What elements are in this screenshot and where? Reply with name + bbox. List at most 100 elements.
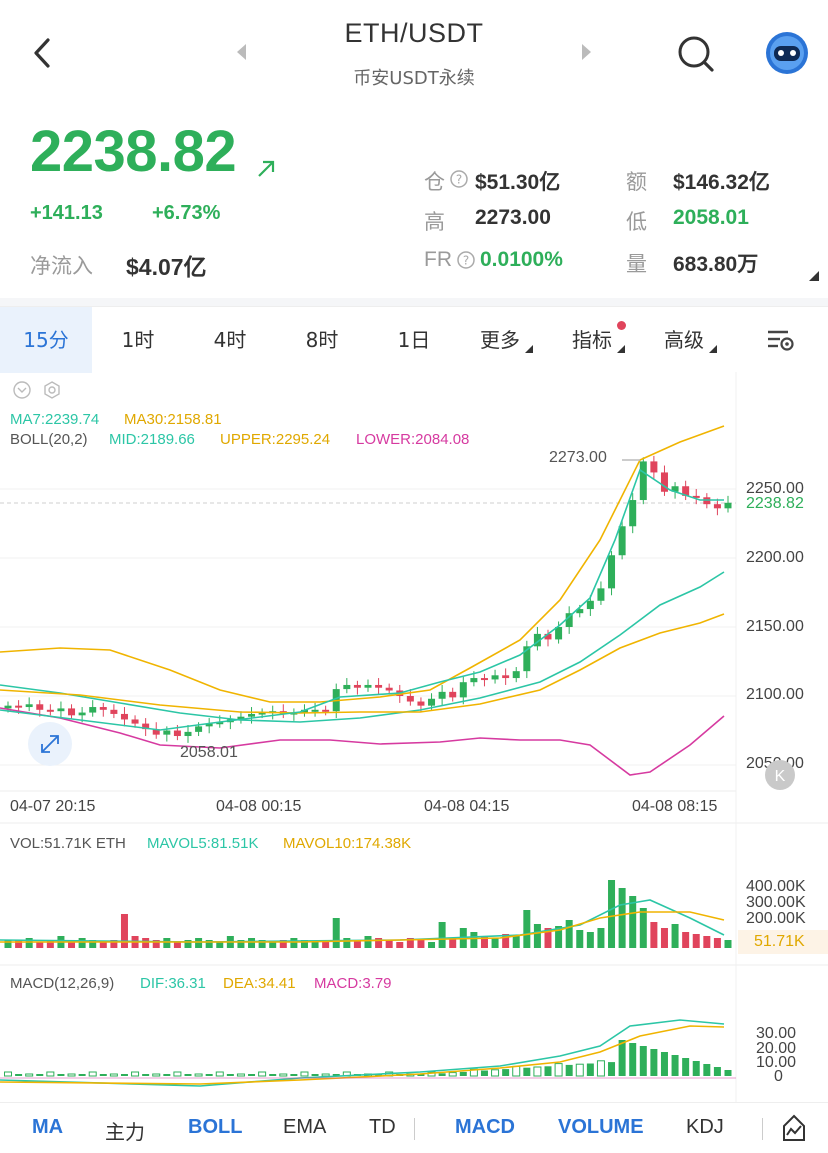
exchange-subtitle: 币安USDT永续 [353, 68, 475, 89]
bottom-tab-td[interactable]: TD [369, 1116, 396, 1138]
candle-body [46, 709, 54, 712]
macd-hist-bar [650, 1049, 658, 1076]
bottom-tab-kdj[interactable]: KDJ [686, 1116, 724, 1138]
vol-axis-label: 200.00K [746, 910, 806, 927]
funding-rate-value: 0.0100% [480, 248, 563, 271]
volume-bar [512, 936, 520, 948]
tab-advanced[interactable]: 高级 [664, 328, 704, 352]
macd-hist-bar [226, 1074, 234, 1076]
low-label: 低 [626, 210, 647, 234]
tab-1d[interactable]: 1日 [397, 328, 431, 352]
turnover-label: 额 [626, 170, 647, 194]
robot-assistant-button[interactable] [765, 31, 809, 75]
macd-hist-bar [36, 1074, 44, 1076]
price-change-pct: +6.73% [152, 202, 221, 224]
bottom-tab-boll[interactable]: BOLL [188, 1116, 243, 1138]
candle-body [565, 613, 573, 627]
scroll-to-latest-button[interactable]: K [765, 760, 795, 790]
macd-hist-bar [184, 1074, 192, 1076]
macd-hist-bar [692, 1061, 700, 1076]
volume-bar [502, 934, 510, 948]
macd-hist-bar [417, 1074, 425, 1076]
candle-body [353, 684, 361, 688]
bottom-tab-ema[interactable]: EMA [283, 1116, 327, 1138]
gear-icon[interactable] [42, 380, 62, 400]
volume-bar [311, 942, 319, 948]
tab-indicators[interactable]: 指标 [572, 328, 612, 352]
macd-dea-line [0, 1025, 725, 1085]
candle-body [110, 709, 118, 714]
volume-bar [364, 936, 372, 948]
bottom-tab-main[interactable]: 主力 [105, 1122, 145, 1144]
candle-body [36, 704, 44, 710]
back-button[interactable] [28, 36, 58, 70]
volume-bar [258, 940, 266, 948]
drawing-tool-button[interactable] [780, 1114, 808, 1142]
chart-collapse-icon[interactable] [12, 380, 32, 400]
tab-1h[interactable]: 1时 [121, 328, 155, 352]
mavol5-label: MAVOL5:81.51K [147, 835, 259, 852]
macd-hist-bar [236, 1073, 245, 1077]
volume-bar [300, 940, 308, 948]
mavol10-label: MAVOL10:174.38K [283, 835, 412, 852]
volume-bar [586, 932, 594, 948]
expand-corner-icon[interactable] [808, 270, 820, 282]
search-button[interactable] [676, 34, 716, 74]
current-price-tag-text: 2238.82 [746, 495, 804, 512]
bottom-tab-macd[interactable]: MACD [455, 1116, 515, 1138]
candle-body [512, 671, 520, 679]
tab-4h[interactable]: 4时 [213, 328, 247, 352]
candle-body [173, 730, 181, 737]
volume-bar [4, 940, 12, 948]
volume-bar [15, 940, 23, 948]
volume-bar [163, 938, 171, 948]
notification-dot-icon [617, 321, 626, 330]
volume-bar [544, 928, 552, 948]
macd-hist-bar [491, 1069, 500, 1077]
macd-hist-bar [713, 1067, 721, 1076]
help-icon[interactable]: ? [449, 169, 469, 189]
expand-arrows-icon [41, 735, 59, 753]
candle-body [195, 726, 203, 732]
macd-hist-bar [724, 1070, 732, 1076]
zoom-button[interactable] [28, 722, 72, 766]
dropdown-caret-icon [617, 345, 625, 353]
candle-body [322, 709, 330, 712]
volume-bar [68, 942, 76, 948]
volume-bar [449, 938, 457, 948]
candle-body [608, 555, 616, 589]
volume-bar [713, 938, 721, 948]
next-symbol-button[interactable] [578, 42, 594, 62]
tab-8h[interactable]: 8时 [305, 328, 339, 352]
volume-bar [216, 942, 224, 948]
bottom-tab-ma[interactable]: MA [32, 1116, 64, 1138]
candle-body [237, 716, 245, 720]
volume-bar [25, 938, 33, 948]
macd-hist-bar [596, 1060, 605, 1077]
candle-body [682, 486, 690, 496]
candle-body [120, 713, 128, 720]
macd-hist-bar [120, 1074, 128, 1076]
macd-hist-bar [109, 1073, 118, 1077]
tab-15m[interactable]: 15分 [0, 307, 92, 373]
macd-axis-label: 30.00 [756, 1025, 797, 1042]
macd-hist-bar [46, 1071, 55, 1077]
price-axis-label: 2250.00 [746, 480, 804, 497]
volume-bar [491, 938, 499, 948]
help-icon[interactable]: ? [456, 250, 476, 270]
funding-rate-label: FR [424, 248, 452, 271]
macd-axis-label: 10.00 [756, 1054, 797, 1071]
boll-upper-line [0, 425, 725, 703]
volume-bar [576, 930, 584, 948]
macd-hist-bar [565, 1064, 573, 1076]
tab-more[interactable]: 更多 [480, 328, 520, 352]
prev-symbol-button[interactable] [234, 42, 250, 62]
volume-bar [290, 938, 298, 948]
bottom-tab-volume[interactable]: VOLUME [558, 1116, 644, 1138]
vol-axis-label: 300.00K [746, 894, 806, 911]
volume-bar [248, 938, 256, 948]
macd-hist-bar [554, 1063, 563, 1077]
macd-hist-bar [321, 1073, 330, 1077]
chart-settings-button[interactable] [766, 327, 796, 353]
